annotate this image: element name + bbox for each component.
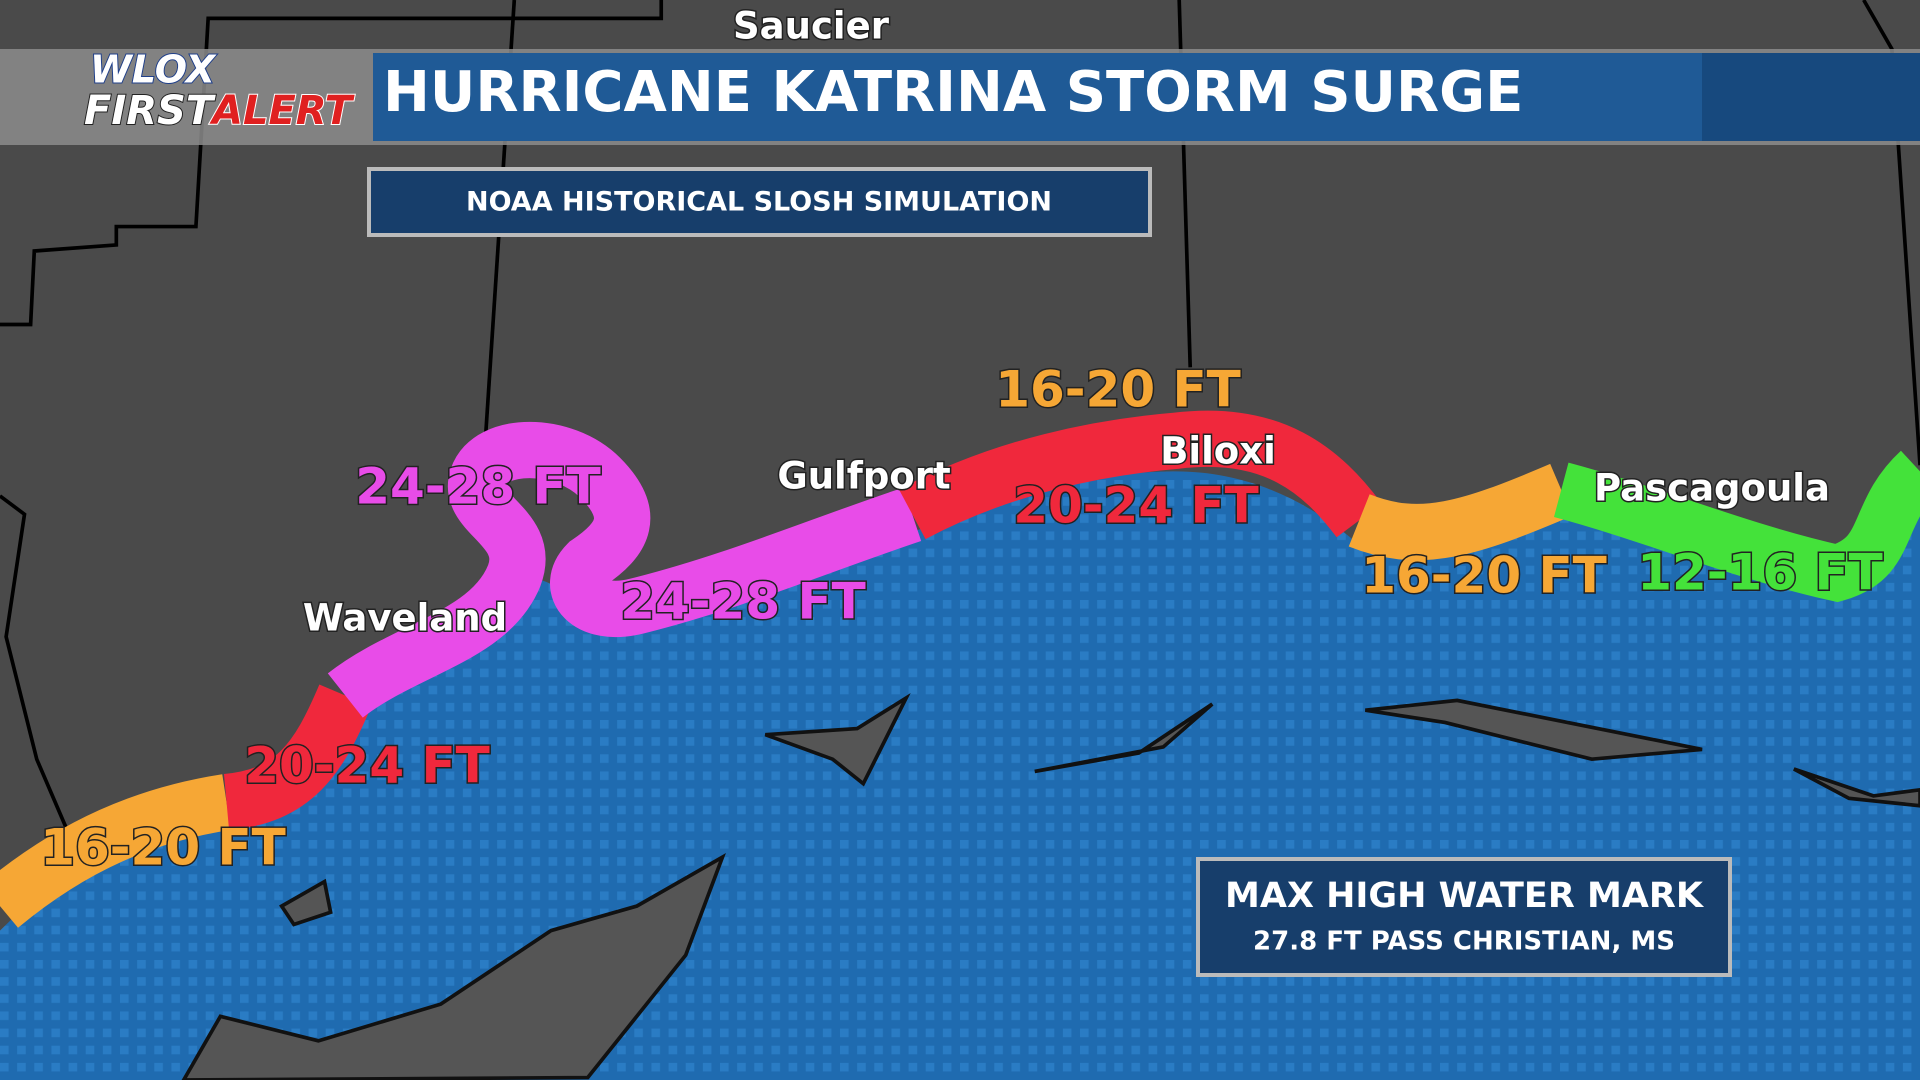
surge-label: 16-20 FT — [40, 819, 286, 877]
subtitle: NOAA HISTORICAL SLOSH SIMULATION — [466, 187, 1052, 218]
subtitle-box — [367, 167, 1152, 237]
surge-label: 16-20 FT — [995, 361, 1241, 419]
title: HURRICANE KATRINA STORM SURGE — [383, 60, 1523, 125]
city-label: Waveland — [303, 597, 507, 640]
max-title: MAX HIGH WATER MARK — [1225, 876, 1705, 916]
surge-label: 24-28 FT — [620, 573, 866, 631]
max-detail: 27.8 FT PASS CHRISTIAN, MS — [1253, 927, 1675, 957]
surge-bands — [0, 410, 1920, 928]
islands — [181, 692, 1920, 1080]
surge-label: 20-24 FT — [244, 737, 490, 795]
city-label: Biloxi — [1160, 430, 1276, 473]
surge-label: 20-24 FT — [1013, 477, 1259, 535]
title-bar-end — [1702, 53, 1920, 141]
city-label: Pascagoula — [1594, 467, 1830, 510]
logo-alert: ALERT — [209, 88, 355, 134]
surge-label: 16-20 FT — [1361, 547, 1607, 605]
title-bar — [373, 53, 1920, 141]
surge-label: 12-16 FT — [1637, 544, 1883, 602]
city-label: Gulfport — [777, 455, 950, 498]
city-label: Saucier — [733, 5, 890, 48]
logo-top: WLOX — [90, 48, 217, 92]
surge-label: 24-28 FT — [355, 458, 601, 516]
logo-first: FIRST — [84, 88, 216, 134]
max-box — [1196, 857, 1732, 977]
